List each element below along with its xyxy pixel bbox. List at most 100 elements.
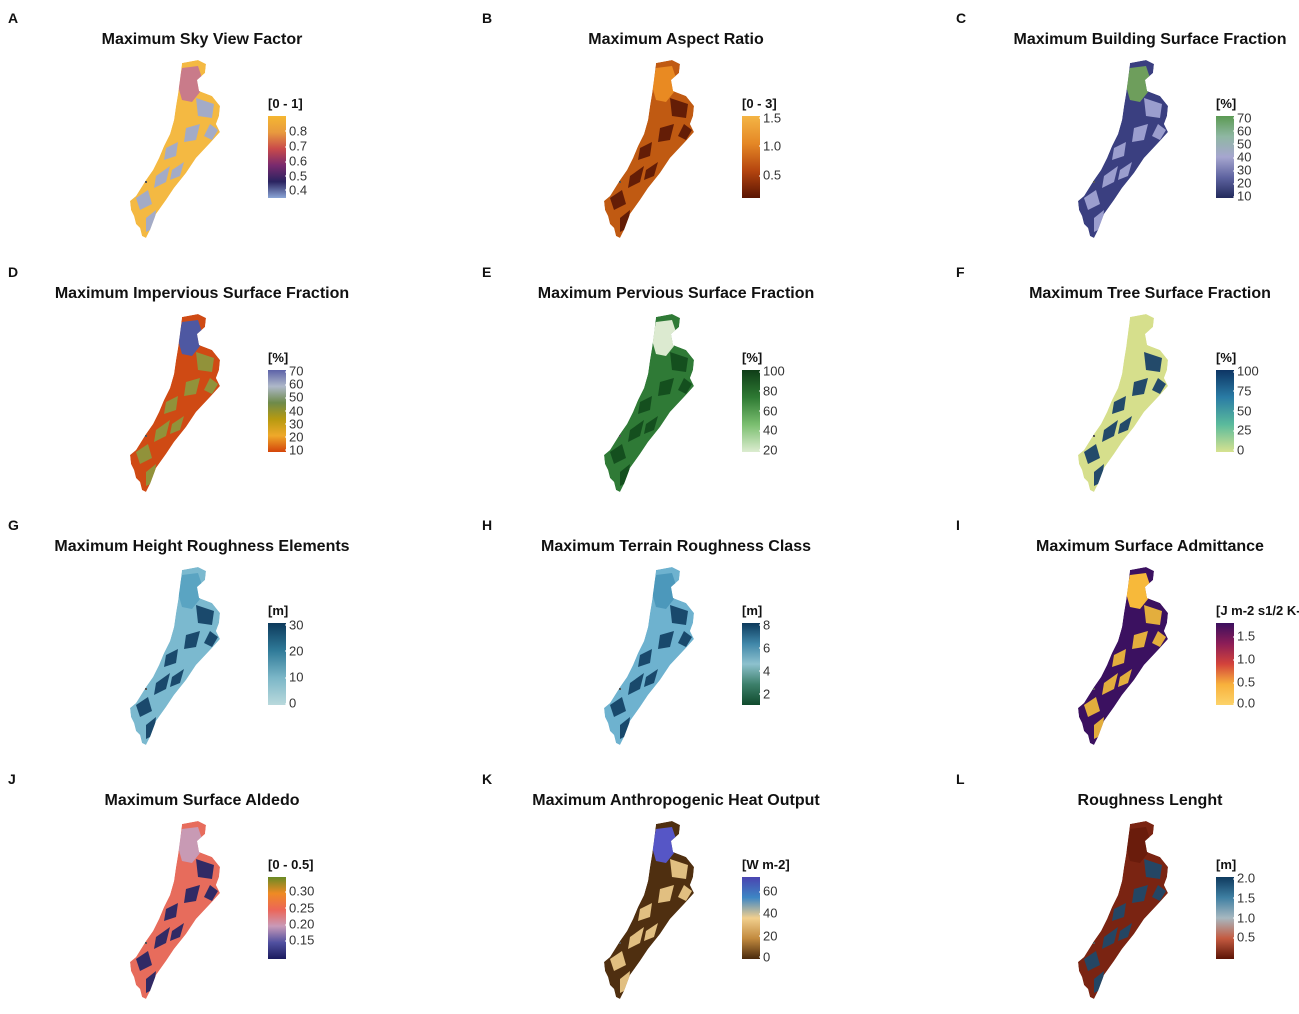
map-patch-6 xyxy=(1132,124,1148,142)
map-patch-3 xyxy=(1144,858,1162,879)
map-patch-5 xyxy=(638,649,652,667)
map-patch-8 xyxy=(170,415,184,434)
map-patch-3 xyxy=(1144,351,1162,372)
map-patch-1 xyxy=(136,190,152,210)
peninsula-map xyxy=(1078,567,1168,745)
map-patch-6 xyxy=(1132,631,1148,649)
map-patch-3 xyxy=(670,98,688,118)
legend-title: [%] xyxy=(1216,96,1237,111)
map-panel-h: H Maximum Terrain Roughness Class [m] 8 6 4 2 xyxy=(474,507,907,760)
legend-title: [0 - 3] xyxy=(742,96,777,111)
map-patch-2 xyxy=(154,926,170,949)
legend-tick-label: 100 xyxy=(1233,363,1259,379)
map-urban-core xyxy=(178,826,202,863)
panel-title: Maximum Tree Surface Fraction xyxy=(1029,284,1271,302)
color-legend: [%] 70 60 50 40 30 20 10 xyxy=(1216,96,1299,206)
map-patch-3 xyxy=(1144,605,1162,625)
map-panel-g: G Maximum Height Roughness Elements [m] 30 2… xyxy=(0,507,433,760)
map-patch-2 xyxy=(628,673,644,695)
legend-tick-label: 0.7 xyxy=(284,138,308,154)
peninsula-map xyxy=(1078,820,1168,999)
color-legend: [m] 8 6 4 2 xyxy=(742,603,902,713)
map-urban-core xyxy=(652,573,676,609)
map-panel-i: I Maximum Surface Admittance [J m-2 s1/2 K… xyxy=(948,507,1299,760)
legend-tick-label: 1.5 xyxy=(1232,628,1256,644)
map-patch-5 xyxy=(1112,902,1126,921)
map-patch-2 xyxy=(1102,166,1118,188)
legend-color-bar xyxy=(742,369,760,452)
map-patch-8 xyxy=(1118,415,1132,434)
color-legend: [0 - 0.5] 0.30 0.25 0.20 0.15 xyxy=(268,857,428,967)
legend-color-bar xyxy=(268,623,286,705)
map-panel-b: B Maximum Aspect Ratio [0 - 3] 1.5 1.0 0.5 xyxy=(474,0,907,253)
legend-tick-label: 4 xyxy=(758,663,771,679)
color-legend: [J m-2 s1/2 K-1] 1.5 1.0 0.5 0.0 xyxy=(1216,603,1299,713)
panel-letter: E xyxy=(482,263,492,280)
map-patch-5 xyxy=(164,902,178,921)
map-patch-8 xyxy=(170,162,184,180)
map-patch-3 xyxy=(196,605,214,625)
color-legend: [0 - 3] 1.5 1.0 0.5 xyxy=(742,96,902,206)
panel-letter: H xyxy=(482,517,493,533)
map-patch-7 xyxy=(204,631,218,647)
legend-tick-label: 0.0 xyxy=(1232,695,1256,711)
legend-tick-label: 0 xyxy=(1232,442,1245,458)
legend-tick-label: 70 xyxy=(284,363,304,379)
map-panel-d: D Maximum Impervious Surface Fraction [%] 7… xyxy=(0,254,433,507)
legend-tick-label: 60 xyxy=(1232,123,1252,139)
legend-tick-label: 1.0 xyxy=(758,138,782,154)
legend-title: [W m-2] xyxy=(742,856,790,872)
map-point-marker xyxy=(145,688,147,690)
legend-tick-label: 1.0 xyxy=(1232,651,1256,667)
panel-title: Maximum Height Roughness Elements xyxy=(54,538,350,555)
peninsula-map xyxy=(1078,313,1168,492)
legend-tick-label: 10 xyxy=(284,669,304,685)
map-urban-core xyxy=(652,319,676,356)
legend-tick-label: 0 xyxy=(758,949,771,965)
map-urban-core xyxy=(1126,826,1150,863)
map-patch-8 xyxy=(1118,922,1132,941)
map-patch-5 xyxy=(1112,649,1126,667)
peninsula-map xyxy=(604,567,694,745)
map-urban-core xyxy=(652,66,676,102)
legend-tick-label: 40 xyxy=(1232,149,1252,165)
map-patch-3 xyxy=(196,98,214,118)
map-patch-1 xyxy=(1084,190,1100,210)
legend-tick-label: 20 xyxy=(1232,175,1252,191)
panel-letter: C xyxy=(956,10,967,26)
legend-tick-label: 2.0 xyxy=(1232,870,1256,886)
map-patch-3 xyxy=(1144,98,1162,118)
color-legend: [m] 2.0 1.5 1.0 0.5 xyxy=(1216,857,1299,967)
legend-tick-label: 20 xyxy=(284,429,304,445)
legend-tick-label: 60 xyxy=(284,376,304,392)
map-panel-f: F Maximum Tree Surface Fraction [%] 100 75 50… xyxy=(948,254,1299,507)
map-patch-7 xyxy=(1152,124,1166,140)
legend-title: [m] xyxy=(1216,856,1237,872)
peninsula-map xyxy=(130,820,220,999)
panel-title: Maximum Surface Admittance xyxy=(1036,538,1264,555)
map-patch-7 xyxy=(204,884,218,901)
map-patch-8 xyxy=(644,415,658,434)
map-patch-1 xyxy=(136,697,152,717)
map-patch-5 xyxy=(164,649,178,667)
legend-tick-label: 0.6 xyxy=(284,153,308,169)
legend-color-bar xyxy=(268,876,286,959)
map-patch-1 xyxy=(610,697,626,717)
map-patch-2 xyxy=(1102,419,1118,442)
legend-tick-label: 6 xyxy=(758,640,771,656)
map-patch-6 xyxy=(184,377,200,396)
map-point-marker xyxy=(1093,434,1095,437)
legend-tick-label: 0.8 xyxy=(284,123,308,139)
legend-tick-label: 1.0 xyxy=(1232,910,1256,925)
map-point-marker xyxy=(145,434,147,437)
peninsula-map xyxy=(604,820,694,999)
legend-color-bar xyxy=(742,116,760,198)
panel-title: Maximum Sky View Factor xyxy=(101,31,303,48)
map-urban-core xyxy=(1126,573,1150,609)
map-panel-l: L Roughness Lenght [m] 2.0 1.5 1.0 0.5 xyxy=(948,761,1299,1014)
panel-letter: D xyxy=(8,263,19,280)
legend-tick-label: 30 xyxy=(1232,162,1252,178)
map-urban-core xyxy=(178,66,202,102)
map-patch-8 xyxy=(644,669,658,687)
legend-tick-label: 1.5 xyxy=(1232,890,1256,906)
